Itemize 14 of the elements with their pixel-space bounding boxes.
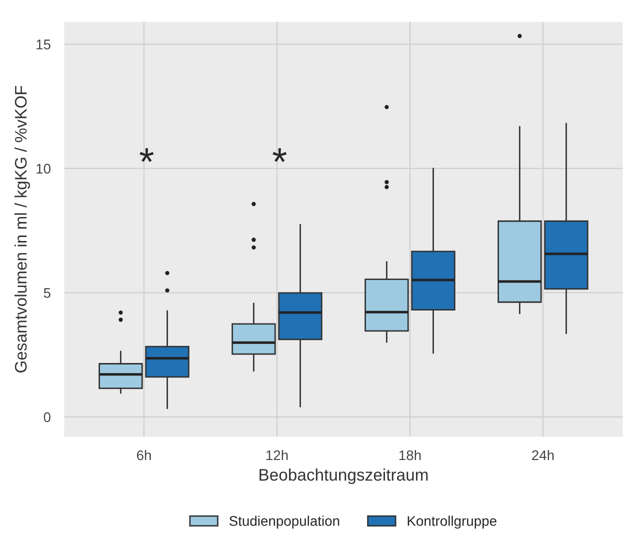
x-tick-label: 6h [136,450,151,460]
x-tick-label: 12h [266,450,288,460]
annotation: * [272,148,287,162]
y-tick-label: 0 [44,412,50,422]
legend-label: Kontrollgruppe [408,516,496,529]
x-axis-title: Beobachtungszeitraum [260,468,428,484]
x-tick-label: 24h [532,450,554,460]
annotation: * [140,148,154,162]
y-tick-label: 10 [36,164,50,174]
x-tick-label: 18h [399,450,421,460]
y-axis-title: Gesamtvolumen in ml / kgKG / %vKOF [14,86,30,372]
y-tick-label: 5 [44,288,50,298]
legend-label: Studienpopulation [229,516,340,529]
y-tick-label: 15 [36,40,50,50]
